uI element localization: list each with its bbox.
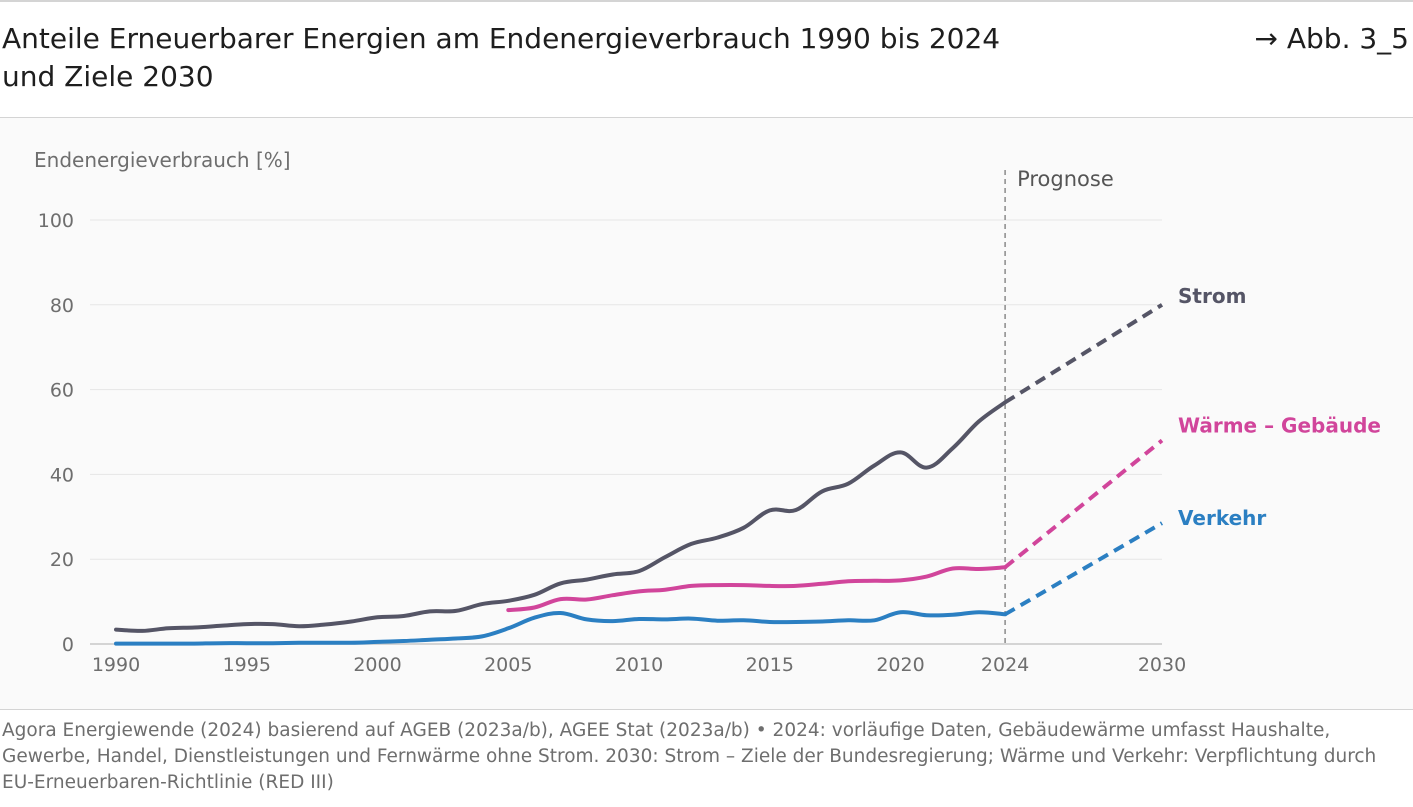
x-tick-1995: 1995 [223,654,271,676]
x-tick-2005: 2005 [484,654,532,676]
x-tick-labels: 1990 1995 2000 2005 2010 2015 2020 2024 2030 [92,654,1186,676]
title-line-2: und Ziele 2030 [2,60,214,93]
series-2-target-line [1004,521,1164,617]
y-tick-80: 80 [50,295,74,317]
x-tick-2024: 2024 [981,654,1029,676]
forecast-label: Prognose [1017,167,1114,191]
series-1-line [506,565,1008,613]
top-rule [0,0,1413,2]
series-0-label: Strom [1178,284,1246,308]
series-2-line [114,610,1008,646]
y-tick-0: 0 [62,634,74,656]
series-1-target-line [1003,438,1164,569]
series-2-label: Verkehr [1178,506,1266,530]
figure-reference-link[interactable]: → Abb. 3_5 [1254,22,1410,55]
x-tick-2030: 2030 [1138,654,1186,676]
series-0-line [114,400,1008,633]
series-1-label: Wärme – Gebäude [1178,413,1381,437]
chart-panel: Endenergieverbrauch [%] 0 20 40 60 80 100 199… [0,117,1413,710]
source-note: Agora Energiewende (2024) basierend auf … [2,720,1377,793]
series-labels: Strom Wärme – Gebäude Verkehr [1178,284,1381,530]
y-axis-label: Endenergieverbrauch [%] [34,148,291,172]
y-tick-20: 20 [50,549,74,571]
y-tick-40: 40 [50,464,74,486]
x-tick-2010: 2010 [615,654,663,676]
series-lines [114,303,1164,646]
y-tick-60: 60 [50,380,74,402]
title-line-1: Anteile Erneuerbarer Energien am Endener… [2,22,1001,55]
x-tick-2020: 2020 [876,654,924,676]
series-0-target-line [1004,303,1164,405]
y-tick-labels: 0 20 40 60 80 100 [38,210,74,656]
chart-title: Anteile Erneuerbarer Energien am Endener… [2,20,1152,96]
x-tick-2000: 2000 [353,654,401,676]
x-tick-1990: 1990 [92,654,140,676]
gridlines [90,219,1162,645]
y-tick-100: 100 [38,210,74,232]
x-tick-2015: 2015 [746,654,794,676]
forecast-marker: Prognose [1004,167,1114,644]
line-chart: 0 20 40 60 80 100 1990 1995 2000 2005 2010 2015 202… [38,167,1381,676]
